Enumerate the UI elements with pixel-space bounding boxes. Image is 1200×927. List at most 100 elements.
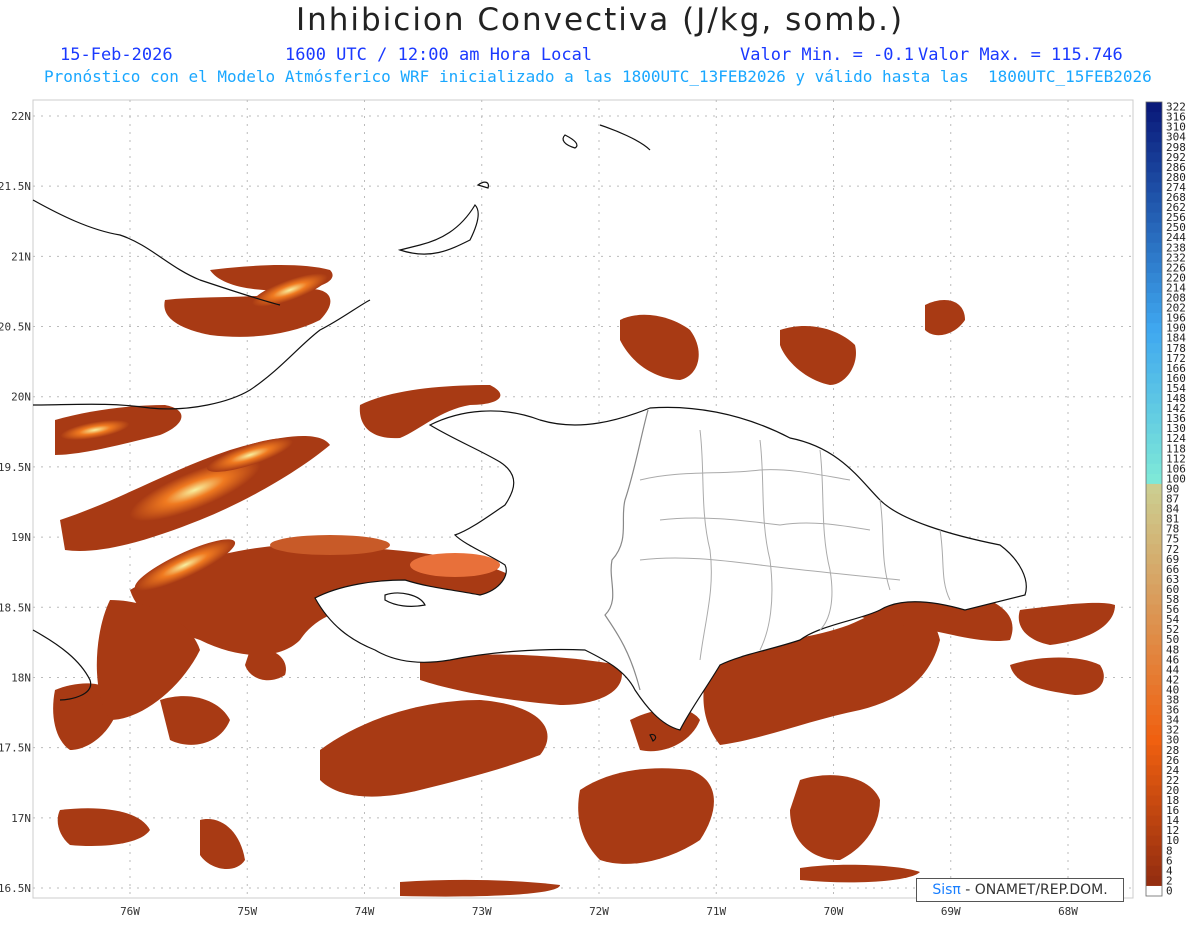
colorbar-swatch — [1146, 413, 1162, 425]
colorbar-label: 56 — [1166, 603, 1179, 616]
value-max: Valor Max. = 115.746 — [918, 45, 1123, 65]
lat-tick-label: 18.5N — [0, 601, 31, 614]
cin-area-south-sea-1 — [320, 700, 548, 797]
colorbar-swatch — [1146, 343, 1162, 354]
colorbar-border — [1145, 101, 1163, 897]
colorbar-label: 2 — [1166, 874, 1173, 887]
colorbar-swatch — [1146, 755, 1162, 766]
cin-hotspot-5 — [252, 273, 328, 307]
colorbar-label: 106 — [1166, 462, 1186, 475]
colorbar-label: 214 — [1166, 281, 1186, 294]
colorbar-label: 184 — [1166, 332, 1186, 345]
colorbar-label: 244 — [1166, 231, 1186, 244]
colorbar-swatch — [1146, 554, 1162, 565]
forecast-date: 15-Feb-2026 — [60, 45, 173, 65]
colorbar: 3223163103042982922862802742682622562502… — [1145, 101, 1186, 898]
latitude-labels: 22N 21.5N 21N 20.5N 20N 19.5N 19N 18.5N 18N 17.5N… — [0, 110, 31, 895]
colorbar-label: 130 — [1166, 422, 1186, 435]
colorbar-swatch — [1146, 202, 1162, 214]
colorbar-swatch — [1146, 112, 1162, 123]
colorbar-label: 32 — [1166, 724, 1179, 737]
colorbar-label: 268 — [1166, 191, 1186, 204]
lat-tick-label: 20.5N — [0, 321, 31, 334]
colorbar-label: 54 — [1166, 613, 1180, 626]
colorbar-swatch — [1146, 242, 1162, 254]
colorbar-label: 69 — [1166, 553, 1179, 566]
colorbar-swatch — [1146, 252, 1162, 264]
colorbar-label: 160 — [1166, 372, 1186, 385]
province-border-6 — [819, 449, 833, 631]
cin-area-south-sea-2 — [578, 768, 714, 864]
cin-hotspot-3 — [134, 539, 236, 591]
colorbar-swatch — [1146, 604, 1162, 616]
colorbar-label: 142 — [1166, 402, 1186, 415]
colorbar-swatch — [1146, 855, 1162, 867]
colorbar-label: 48 — [1166, 643, 1179, 656]
lon-tick-label: 68W — [1058, 905, 1078, 918]
colorbar-label: 36 — [1166, 704, 1179, 717]
lat-tick-label: 19.5N — [0, 461, 31, 474]
colorbar-label: 10 — [1166, 834, 1179, 847]
cuba-east-coast — [32, 629, 92, 701]
colorbar-swatch — [1146, 162, 1162, 173]
bahamas-island-1 — [562, 134, 578, 149]
colorbar-label: 40 — [1166, 683, 1179, 696]
colorbar-swatch — [1146, 624, 1162, 636]
colorbar-swatch — [1146, 875, 1162, 887]
cin-area-mona — [1018, 602, 1115, 645]
cin-hotspots — [60, 273, 500, 591]
colorbar-label: 322 — [1166, 101, 1186, 114]
cin-area-n-blob-1 — [620, 314, 699, 380]
colorbar-label: 256 — [1166, 211, 1186, 224]
colorbar-label: 178 — [1166, 342, 1186, 355]
colorbar-label: 63 — [1166, 573, 1179, 586]
lat-tick-label: 16.5N — [0, 882, 31, 895]
colorbar-swatch — [1146, 775, 1162, 786]
colorbar-swatch — [1146, 473, 1162, 485]
colorbar-label: 14 — [1166, 814, 1180, 827]
bahamas-island-2 — [599, 124, 651, 151]
forecast-subtitle: Pronóstico con el Modelo Atmósferico WRF… — [44, 67, 1152, 86]
province-border-2 — [659, 517, 871, 531]
lat-tick-label: 17N — [11, 812, 31, 825]
credit-org: - ONAMET/REP.DOM. — [960, 882, 1108, 898]
colorbar-label: 60 — [1166, 583, 1179, 596]
colorbar-label: 50 — [1166, 633, 1179, 646]
cin-area-south-dr — [703, 606, 940, 745]
colorbar-label: 148 — [1166, 392, 1186, 405]
colorbar-swatch — [1146, 614, 1162, 626]
lon-tick-label: 70W — [824, 905, 844, 918]
colorbar-label: 38 — [1166, 694, 1179, 707]
forecast-time: 1600 UTC / 12:00 am Hora Local — [285, 45, 593, 65]
province-border-4 — [699, 429, 712, 661]
lon-tick-label: 73W — [472, 905, 492, 918]
colorbar-label: 72 — [1166, 543, 1179, 556]
colorbar-swatch — [1146, 745, 1162, 756]
cin-hotspot-4 — [60, 420, 130, 440]
colorbar-label: 280 — [1166, 171, 1186, 184]
hispaniola-landmass — [314, 406, 1027, 731]
colorbar-swatch — [1146, 504, 1162, 515]
colorbar-swatch — [1146, 373, 1162, 384]
colorbar-label: 18 — [1166, 794, 1179, 807]
cin-area-bottom-strip-2 — [800, 864, 920, 883]
colorbar-swatch — [1146, 303, 1162, 314]
colorbar-swatch — [1146, 383, 1162, 394]
colorbar-swatch — [1146, 122, 1162, 133]
colorbar-swatch — [1146, 433, 1162, 445]
map-title: Inhibicion Convectiva (J/kg, somb.) — [295, 2, 905, 38]
longitude-labels: 76W 75W 74W 73W 72W 71W 70W 69W 68W — [120, 905, 1078, 918]
colorbar-swatch — [1146, 192, 1162, 204]
colorbar-swatch — [1146, 735, 1162, 746]
haiti-dr-border — [604, 409, 649, 691]
lat-tick-label: 21.5N — [0, 180, 31, 193]
colorbar-swatch — [1146, 815, 1162, 827]
value-min: Valor Min. = -0.1 — [740, 45, 914, 65]
cin-hotspot-1 — [129, 458, 261, 522]
colorbar-swatch — [1146, 835, 1162, 847]
colorbar-swatch — [1146, 765, 1162, 776]
colorbar-swatch — [1146, 333, 1162, 344]
colorbar-swatch — [1146, 262, 1162, 274]
colorbar-swatch — [1146, 272, 1162, 284]
